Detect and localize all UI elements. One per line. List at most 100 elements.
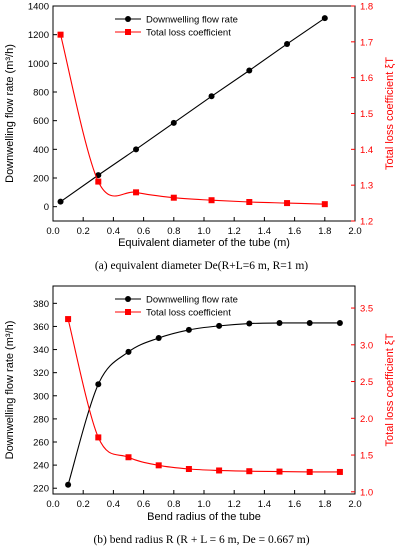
x-tick-label: 1.4 — [258, 499, 271, 510]
legend-circle-marker — [125, 296, 131, 302]
x-tick-label: 1.2 — [228, 499, 241, 510]
y-tick-label: 200 — [33, 174, 49, 185]
y-tick-label: 800 — [33, 88, 49, 99]
y2-tick-label: 1.8 — [360, 2, 373, 13]
x-tick-label: 1.2 — [228, 226, 241, 237]
legend-square-marker — [125, 29, 131, 35]
legend-label: Total loss coefficient — [146, 308, 231, 319]
flow-rate-point — [216, 322, 223, 329]
legend-label: Downwelling flow rate — [146, 15, 238, 26]
loss-coefficient-point — [95, 434, 102, 441]
y-tick-label: 260 — [33, 438, 49, 449]
y-tick-label: 280 — [33, 414, 49, 425]
y2-tick-label: 1.4 — [360, 145, 373, 156]
x-axis-title: Bend radius of the tube — [147, 511, 261, 523]
y2-tick-label: 1.7 — [360, 37, 373, 48]
legend-label: Downwelling flow rate — [146, 295, 238, 306]
loss-coefficient-point — [155, 462, 162, 469]
loss-coefficient-point — [170, 194, 177, 201]
flow-rate-point — [65, 481, 72, 488]
loss-coefficient-line — [60, 34, 325, 205]
flow-rate-point — [284, 40, 291, 47]
chart-a: 0.0 0.2 0.4 0.6 0.8 1.0 1.2 1.4 1.6 1.8 2.0 0 200 400… — [4, 2, 396, 250]
x-tick-label: 1.4 — [258, 226, 271, 237]
x-tick-label: 0.8 — [167, 226, 180, 237]
x-tick-label: 0.6 — [137, 226, 150, 237]
y-tick-label: 1200 — [28, 30, 49, 41]
loss-coefficient-point — [284, 200, 291, 207]
flow-rate-point — [125, 348, 132, 355]
x-tick-label: 0.8 — [167, 499, 180, 510]
loss-coefficient-point — [208, 197, 215, 204]
caption-b: (b) bend radius R (R + L = 6 m, De = 0.6… — [93, 534, 310, 546]
loss-coefficient-point — [336, 468, 343, 475]
flow-rate-line — [60, 17, 326, 203]
legend-label: Total loss coefficient — [146, 28, 231, 39]
y2-tick-label: 3.5 — [360, 304, 373, 315]
x-tick-label: 0.0 — [46, 499, 59, 510]
flow-rate-line — [67, 322, 340, 485]
y2-axis-title: Total loss coefficient ξT — [384, 57, 396, 170]
x-tick-label: 0.0 — [46, 226, 59, 237]
flow-rate-point — [208, 93, 215, 100]
y2-tick-label: 1.5 — [360, 451, 373, 462]
y-tick-label: 360 — [33, 322, 49, 333]
legend-square-marker — [125, 309, 131, 315]
flow-rate-point — [57, 198, 64, 205]
y2-tick-label: 3.0 — [360, 340, 373, 351]
y2-axis-title: Total loss coefficient ξT — [384, 333, 396, 446]
y-tick-label: 240 — [33, 461, 49, 472]
y2-tick-label: 1.0 — [360, 487, 373, 498]
y-axis-title: Downwelling flow rate (m³/h) — [4, 321, 16, 460]
y2-tick-label: 1.6 — [360, 73, 373, 84]
flow-rate-point — [155, 335, 162, 341]
y2-tick-label: 2.5 — [360, 377, 373, 388]
flow-rate-point — [321, 15, 328, 22]
x-tick-label: 1.8 — [318, 226, 331, 237]
loss-coefficient-point — [246, 199, 253, 206]
x-tick-label: 1.0 — [197, 499, 210, 510]
y2-tick-label: 2.0 — [360, 414, 373, 425]
y2-tick-label: 1.3 — [360, 181, 373, 192]
caption-a: (a) equivalent diameter De(R+L=6 m, R=1 … — [94, 260, 309, 272]
y-tick-label: 300 — [33, 391, 49, 402]
y-tick-label: 400 — [33, 145, 49, 156]
y-tick-label: 1000 — [28, 59, 49, 70]
x-tick-label: 1.8 — [318, 499, 331, 510]
x-tick-label: 0.6 — [137, 499, 150, 510]
loss-coefficient-point — [246, 468, 253, 475]
flow-rate-point — [306, 319, 313, 326]
flow-rate-point — [246, 67, 253, 74]
loss-coefficient-point — [125, 454, 132, 461]
loss-coefficient-point — [65, 316, 72, 323]
flow-rate-point — [336, 319, 343, 326]
loss-coefficient-point — [321, 201, 328, 208]
y-axis-title: Downwelling flow rate (m³/h) — [4, 44, 16, 183]
x-tick-label: 0.2 — [77, 499, 90, 510]
y-tick-label: 220 — [33, 484, 49, 495]
legend-circle-marker — [125, 16, 131, 22]
loss-coefficient-point — [133, 189, 140, 196]
loss-coefficient-point — [276, 468, 283, 475]
y-tick-label: 320 — [33, 368, 49, 379]
y-tick-label: 600 — [33, 116, 49, 127]
flow-rate-point — [276, 319, 283, 326]
x-tick-label: 1.0 — [197, 226, 210, 237]
flow-rate-point — [133, 146, 140, 153]
y-tick-label: 340 — [33, 345, 49, 356]
y2-tick-label: 1.2 — [360, 217, 373, 228]
loss-coefficient-point — [306, 468, 313, 475]
x-tick-label: 1.6 — [288, 499, 301, 510]
loss-coefficient-point — [95, 178, 102, 185]
flow-rate-point — [185, 326, 192, 333]
loss-coefficient-line — [67, 318, 340, 473]
y-tick-label: 0 — [44, 202, 49, 213]
x-tick-label: 2.0 — [348, 226, 361, 237]
x-tick-label: 1.6 — [288, 226, 301, 237]
x-tick-label: 0.2 — [77, 226, 90, 237]
chart-b: 0.0 0.2 0.4 0.6 0.8 1.0 1.2 1.4 1.6 1.8 2.0 220 240 2… — [4, 285, 396, 523]
flow-rate-point — [246, 320, 253, 327]
flow-rate-point — [95, 172, 102, 179]
y-tick-label: 1400 — [28, 2, 49, 13]
